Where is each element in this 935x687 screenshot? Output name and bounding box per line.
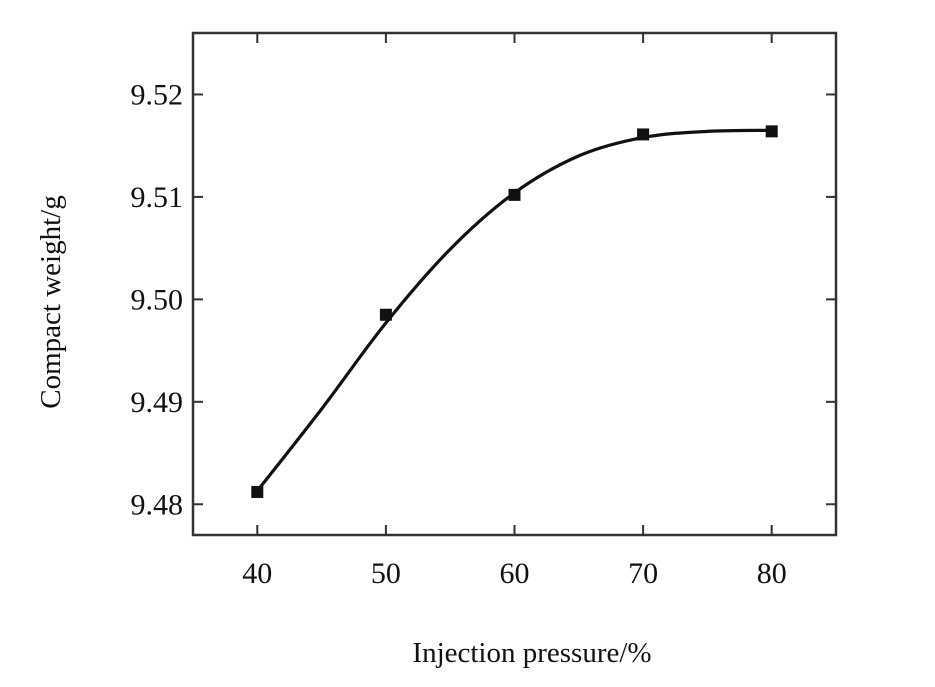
y-tick-label: 9.50 bbox=[131, 283, 184, 316]
y-axis-label: Compact weight/g bbox=[35, 195, 67, 408]
y-tick-label: 9.48 bbox=[131, 488, 184, 521]
data-point bbox=[251, 485, 264, 498]
x-tick-label: 60 bbox=[500, 557, 530, 590]
x-tick-label: 80 bbox=[757, 557, 787, 590]
x-axis-ticks: 40 50 60 70 80 bbox=[242, 33, 787, 590]
y-tick-label: 9.52 bbox=[131, 78, 184, 111]
fit-curve bbox=[256, 128, 772, 492]
y-axis-ticks: 9.48 9.49 9.50 9.51 9.52 bbox=[131, 78, 836, 521]
data-points bbox=[251, 125, 778, 498]
data-point bbox=[508, 188, 521, 201]
plot-frame bbox=[191, 31, 838, 537]
data-point bbox=[765, 125, 778, 138]
x-tick-label: 50 bbox=[371, 557, 401, 590]
x-tick-label: 40 bbox=[242, 557, 272, 590]
x-axis-label: Injection pressure/% bbox=[412, 637, 651, 669]
data-point bbox=[379, 308, 392, 321]
x-tick-label: 70 bbox=[628, 557, 658, 590]
data-point bbox=[637, 128, 650, 141]
y-tick-label: 9.51 bbox=[131, 181, 184, 214]
y-tick-label: 9.49 bbox=[131, 386, 184, 419]
